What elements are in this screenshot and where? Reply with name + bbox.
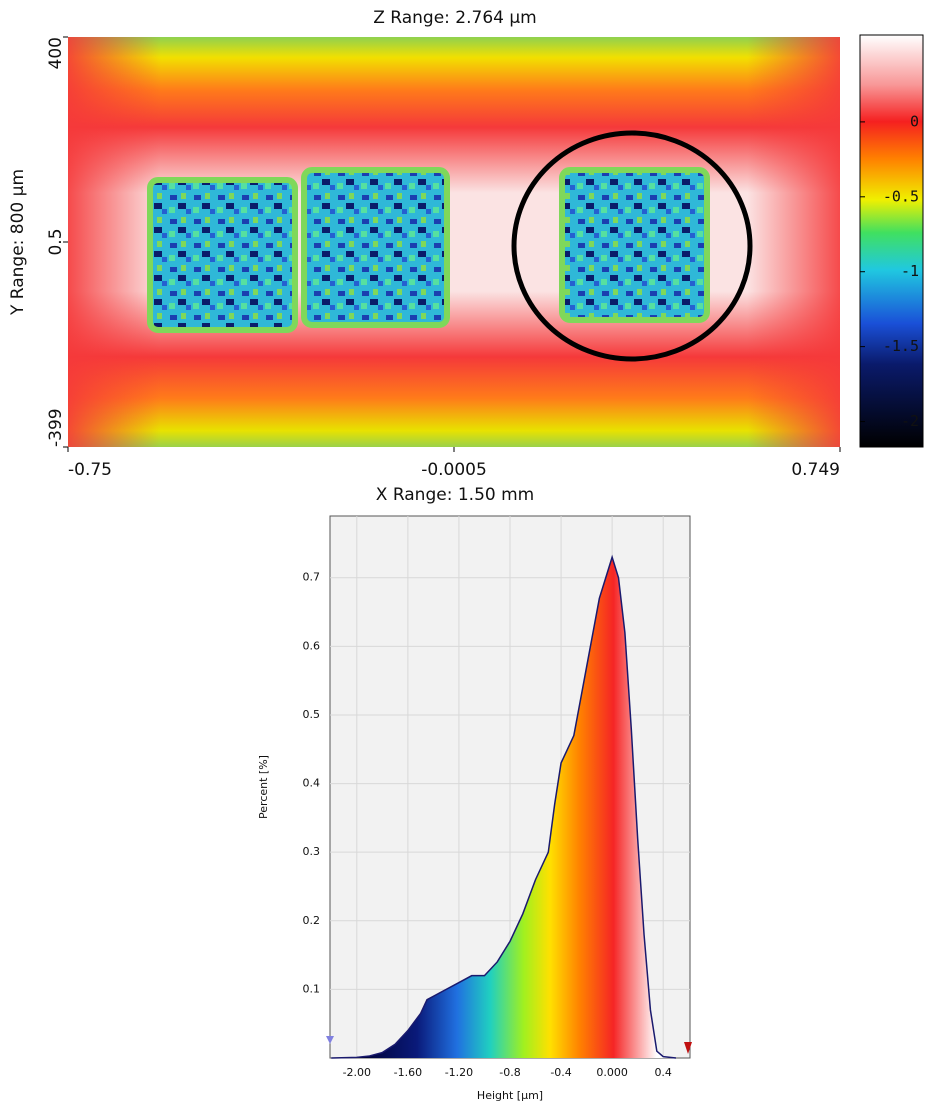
- x-axis-label: X Range: 1.50 mm: [376, 485, 534, 505]
- x-tick-label: 0.4: [654, 1066, 672, 1079]
- y-tick-label: 0.3: [303, 845, 321, 858]
- pad: [301, 167, 450, 328]
- y-axis-label: Y Range: 800 µm: [8, 169, 28, 316]
- x-tick-label: 0.000: [596, 1066, 628, 1079]
- x-tick-label: -2.00: [343, 1066, 371, 1079]
- upper-marker: [684, 1042, 692, 1054]
- x-tick-label: -1.60: [394, 1066, 422, 1079]
- y-tick-label: 0.5: [303, 708, 321, 721]
- pad: [559, 167, 710, 323]
- y-tick-label: 0.4: [303, 777, 321, 790]
- y-tick-label: -399: [46, 408, 66, 447]
- y-tick-label: 400: [46, 37, 66, 69]
- y-tick-label: 0.6: [303, 639, 321, 652]
- y-axis-label: Percent [%]: [257, 755, 270, 819]
- y-tick-label: 0.1: [303, 982, 321, 995]
- colorbar-tick-label: -1.5: [883, 337, 919, 355]
- colorbar-tick-label: -2: [901, 412, 919, 430]
- x-axis-label: Height [µm]: [477, 1089, 543, 1102]
- colorbar-tick-label: 0: [910, 112, 919, 130]
- x-tick-label: -0.0005: [421, 460, 487, 480]
- colorbar-tick-label: -0.5: [883, 187, 919, 205]
- x-tick-label: -1.20: [445, 1066, 473, 1079]
- y-tick-label: 0.5: [46, 228, 66, 255]
- x-tick-label: -0.4: [550, 1066, 571, 1079]
- y-tick-label: 0.2: [303, 914, 321, 927]
- y-tick-label: 0.7: [303, 571, 321, 584]
- highlight-circle: [511, 130, 753, 362]
- colorbar-tick-label: -1: [901, 262, 919, 280]
- colorbar: [859, 34, 924, 448]
- x-tick-label: 0.749: [791, 460, 840, 480]
- histogram-fill: [331, 557, 676, 1058]
- pad: [147, 177, 298, 333]
- x-tick-label: -0.8: [499, 1066, 520, 1079]
- chart-title: Z Range: 2.764 µm: [373, 8, 537, 28]
- lower-marker: [326, 1036, 334, 1044]
- histogram-line: [331, 554, 677, 1059]
- x-tick-label: -0.75: [68, 460, 112, 480]
